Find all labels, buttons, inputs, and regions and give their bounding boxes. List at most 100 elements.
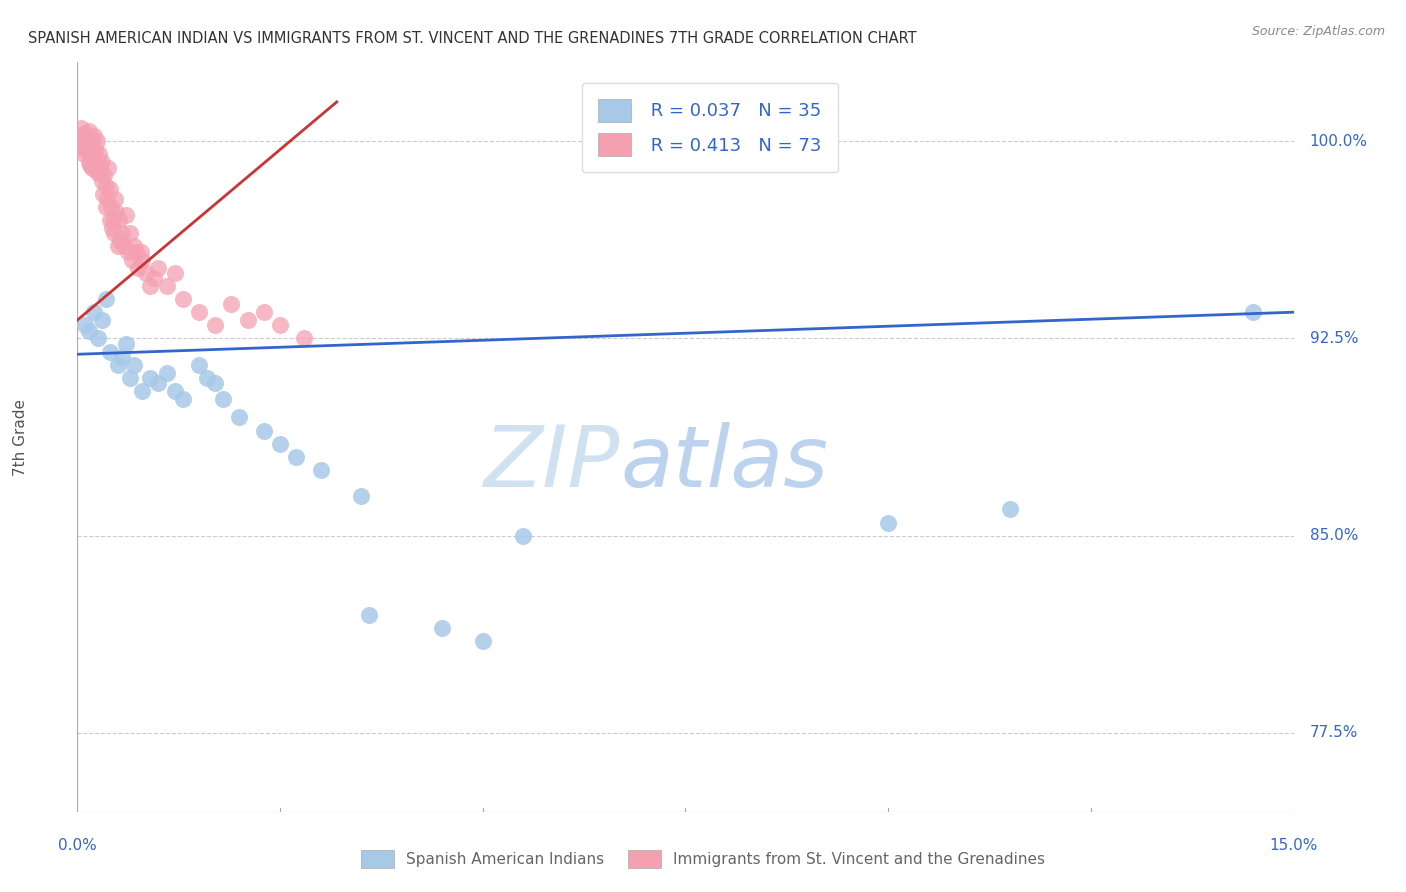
Point (94, 200, 117, 214)
Point (72, 129, 94, 144)
Point (163, 384, 186, 398)
Point (269, 318, 291, 333)
Point (111, 350, 134, 364)
Point (77, 134, 100, 148)
Point (101, 213, 124, 227)
Point (86, 134, 108, 148)
Point (139, 371, 162, 385)
Point (121, 252, 143, 267)
Point (135, 266, 157, 280)
Legend:  R = 0.037   N = 35,  R = 0.413   N = 73: R = 0.037 N = 35, R = 0.413 N = 73 (582, 83, 838, 172)
Point (172, 392, 194, 406)
Point (107, 358, 129, 372)
Point (139, 279, 162, 293)
Point (75, 139, 97, 153)
Point (70, 134, 93, 148)
Point (131, 384, 153, 398)
Point (309, 463, 332, 477)
Text: ZIP: ZIP (484, 422, 620, 505)
Point (104, 192, 127, 206)
Text: 0.0%: 0.0% (58, 838, 97, 853)
Point (471, 633, 494, 648)
Point (89, 147, 111, 161)
Point (148, 376, 170, 391)
Point (86, 331, 108, 345)
Point (359, 607, 381, 622)
Point (70, 139, 93, 153)
Point (111, 227, 134, 241)
Text: Source: ZipAtlas.com: Source: ZipAtlas.com (1251, 25, 1385, 38)
Point (228, 410, 250, 425)
Point (163, 266, 186, 280)
Point (98, 181, 121, 195)
Point (90, 155, 112, 169)
Point (155, 366, 177, 380)
Point (127, 260, 149, 275)
Point (143, 271, 166, 285)
Point (90, 174, 112, 188)
Point (79, 324, 101, 338)
Point (204, 376, 226, 391)
Point (998, 502, 1021, 516)
Point (101, 221, 124, 235)
Text: 100.0%: 100.0% (1310, 134, 1368, 149)
Point (108, 213, 131, 227)
Point (79, 158, 101, 172)
Point (76, 131, 98, 145)
Point (172, 292, 194, 306)
Point (96, 192, 118, 206)
Point (112, 239, 135, 253)
Point (131, 252, 153, 267)
Point (269, 436, 291, 450)
Point (188, 358, 211, 372)
Point (110, 234, 132, 248)
Point (73, 134, 96, 148)
Point (221, 297, 243, 311)
Point (73, 147, 96, 161)
Point (1241, 305, 1264, 319)
Point (253, 305, 276, 319)
Point (84, 142, 107, 156)
Point (80, 161, 103, 175)
Legend: Spanish American Indians, Immigrants from St. Vincent and the Grenadines: Spanish American Indians, Immigrants fro… (354, 844, 1052, 873)
Point (155, 279, 177, 293)
Point (204, 318, 226, 333)
Point (83, 305, 105, 319)
Point (350, 489, 373, 503)
Point (90, 313, 112, 327)
Point (107, 239, 129, 253)
Point (84, 161, 107, 175)
Point (122, 358, 145, 372)
Point (129, 244, 152, 259)
Point (118, 227, 141, 241)
Point (83, 147, 105, 161)
Point (98, 213, 121, 227)
Point (122, 239, 145, 253)
Point (73, 142, 96, 156)
Point (430, 621, 453, 635)
Point (86, 166, 108, 180)
Point (115, 336, 138, 351)
Point (103, 227, 125, 241)
Point (115, 208, 138, 222)
Point (195, 371, 218, 385)
Point (84, 163, 107, 178)
Point (91, 186, 114, 201)
Point (212, 392, 235, 406)
Text: SPANISH AMERICAN INDIAN VS IMMIGRANTS FROM ST. VINCENT AND THE GRENADINES 7TH GR: SPANISH AMERICAN INDIAN VS IMMIGRANTS FR… (28, 31, 917, 46)
Point (80, 131, 103, 145)
Point (512, 529, 534, 543)
Point (105, 205, 128, 219)
Point (83, 129, 105, 144)
Point (100, 200, 122, 214)
Point (118, 371, 141, 385)
Point (75, 127, 97, 141)
Text: 77.5%: 77.5% (1310, 725, 1358, 740)
Point (98, 344, 121, 359)
Point (94, 292, 117, 306)
Text: 85.0%: 85.0% (1310, 528, 1358, 543)
Point (89, 161, 111, 175)
Point (292, 331, 315, 345)
Point (80, 139, 103, 153)
Point (70, 121, 93, 136)
